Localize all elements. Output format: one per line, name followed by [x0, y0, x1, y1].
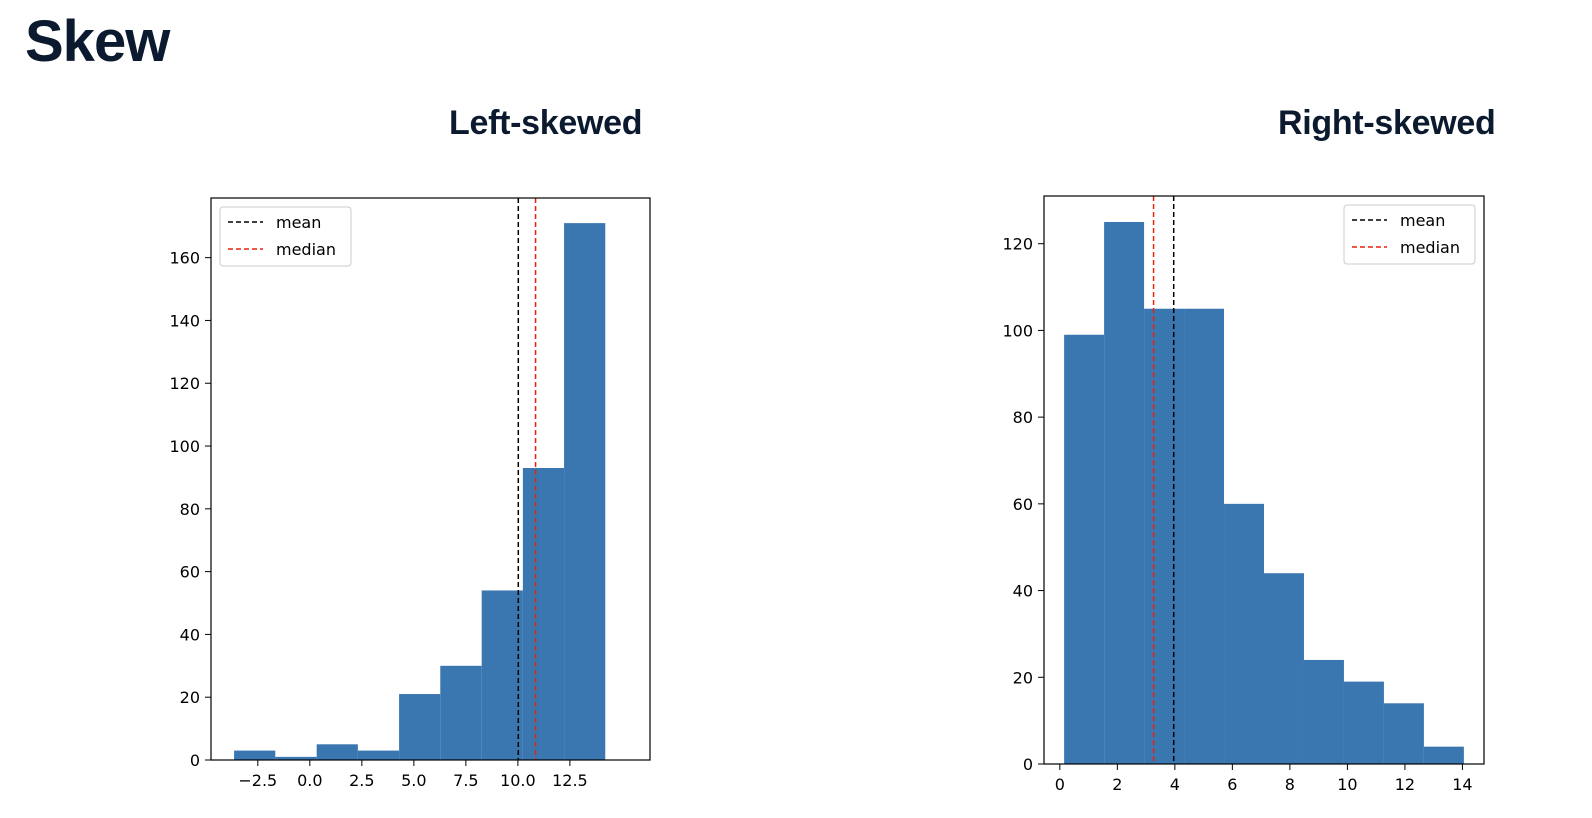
y-tick-label: 140	[169, 311, 200, 330]
plot-frame	[210, 197, 651, 761]
y-tick-label: 20	[1013, 668, 1033, 687]
y-tick-label: 60	[180, 563, 200, 582]
y-tick-label: 40	[1013, 582, 1033, 601]
histogram-bar	[1144, 308, 1185, 764]
x-tick-label: 6	[1227, 775, 1237, 794]
histogram-bar	[316, 744, 358, 760]
x-tick-label: −2.5	[238, 771, 277, 790]
x-tick-label: 0.0	[297, 771, 322, 790]
histogram-bar	[522, 468, 565, 760]
y-tick-label: 60	[1013, 495, 1033, 514]
x-tick-label: 2	[1112, 775, 1122, 794]
histogram-bar	[1104, 222, 1145, 765]
x-tick-label: 12.5	[552, 771, 588, 790]
x-tick-label: 8	[1285, 775, 1295, 794]
histogram-bar	[1423, 746, 1464, 764]
y-tick-label: 100	[1002, 321, 1033, 340]
histogram-bar	[1064, 334, 1105, 764]
x-tick-label: 0	[1055, 775, 1065, 794]
y-tick-label: 20	[180, 688, 200, 707]
histogram-bar	[275, 756, 317, 760]
y-tick-label: 80	[1013, 408, 1033, 427]
y-tick-label: 80	[180, 500, 200, 519]
histogram-bar	[1343, 681, 1384, 764]
x-tick-label: 10	[1337, 775, 1357, 794]
y-tick-label: 40	[180, 625, 200, 644]
legend-label-mean: mean	[276, 213, 321, 232]
x-tick-label: 7.5	[453, 771, 478, 790]
page-title: Skew	[25, 9, 170, 74]
histogram-bar	[481, 590, 523, 760]
histogram-bar	[399, 694, 441, 760]
histogram-bar	[564, 223, 606, 761]
x-tick-label: 14	[1452, 775, 1472, 794]
histogram-bar	[234, 750, 276, 760]
y-tick-label: 0	[1023, 755, 1033, 774]
y-tick-label: 0	[190, 751, 200, 770]
x-tick-label: 10.0	[500, 771, 536, 790]
x-tick-label: 2.5	[349, 771, 374, 790]
legend-label-mean: mean	[1400, 211, 1445, 230]
x-tick-label: 5.0	[401, 771, 426, 790]
x-tick-label: 12	[1395, 775, 1415, 794]
histogram-bar	[440, 665, 482, 760]
histogram-bar	[1264, 573, 1304, 764]
y-tick-label: 100	[169, 437, 200, 456]
y-tick-label: 120	[1002, 235, 1033, 254]
histogram-bar	[1224, 503, 1264, 764]
legend-label-median: median	[1400, 238, 1460, 257]
plot-frame	[1043, 195, 1485, 765]
legend-label-median: median	[276, 240, 336, 259]
histogram-bar	[357, 750, 400, 760]
x-tick-label: 4	[1170, 775, 1180, 794]
histogram-bar	[1383, 703, 1424, 764]
chart-title-left: Left-skewed	[449, 104, 643, 142]
histogram-bar	[1184, 308, 1225, 764]
legend: mean median	[1343, 204, 1476, 265]
chart-title-right: Right-skewed	[1278, 104, 1496, 142]
legend: mean median	[219, 206, 352, 267]
histogram-bar	[1303, 659, 1344, 764]
y-tick-label: 120	[169, 374, 200, 393]
y-tick-label: 160	[169, 249, 200, 268]
